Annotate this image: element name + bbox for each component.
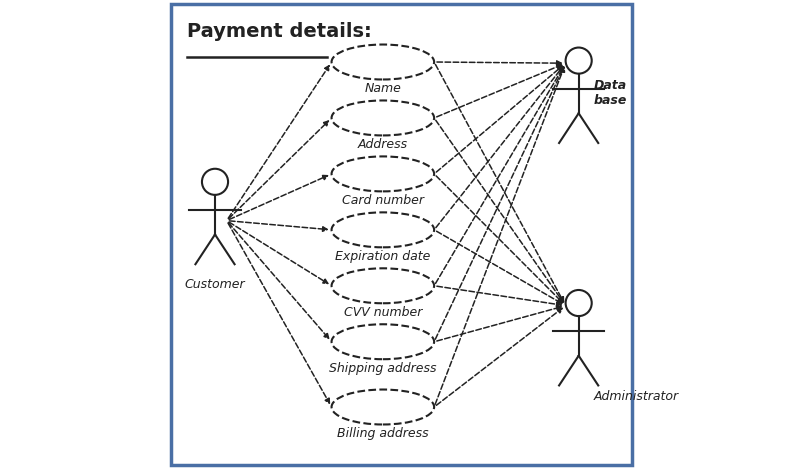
FancyBboxPatch shape	[171, 4, 631, 465]
Text: Administrator: Administrator	[593, 390, 678, 403]
Text: Billing address: Billing address	[337, 427, 428, 440]
Text: Payment details:: Payment details:	[187, 23, 371, 41]
Text: CVV number: CVV number	[343, 306, 422, 319]
Text: Card number: Card number	[342, 194, 423, 207]
Text: Name: Name	[364, 82, 401, 95]
Text: Address: Address	[358, 138, 407, 151]
Text: Expiration date: Expiration date	[334, 250, 430, 263]
Text: Customer: Customer	[184, 278, 245, 291]
Text: Shipping address: Shipping address	[329, 362, 436, 375]
Text: Data
base: Data base	[593, 79, 626, 107]
